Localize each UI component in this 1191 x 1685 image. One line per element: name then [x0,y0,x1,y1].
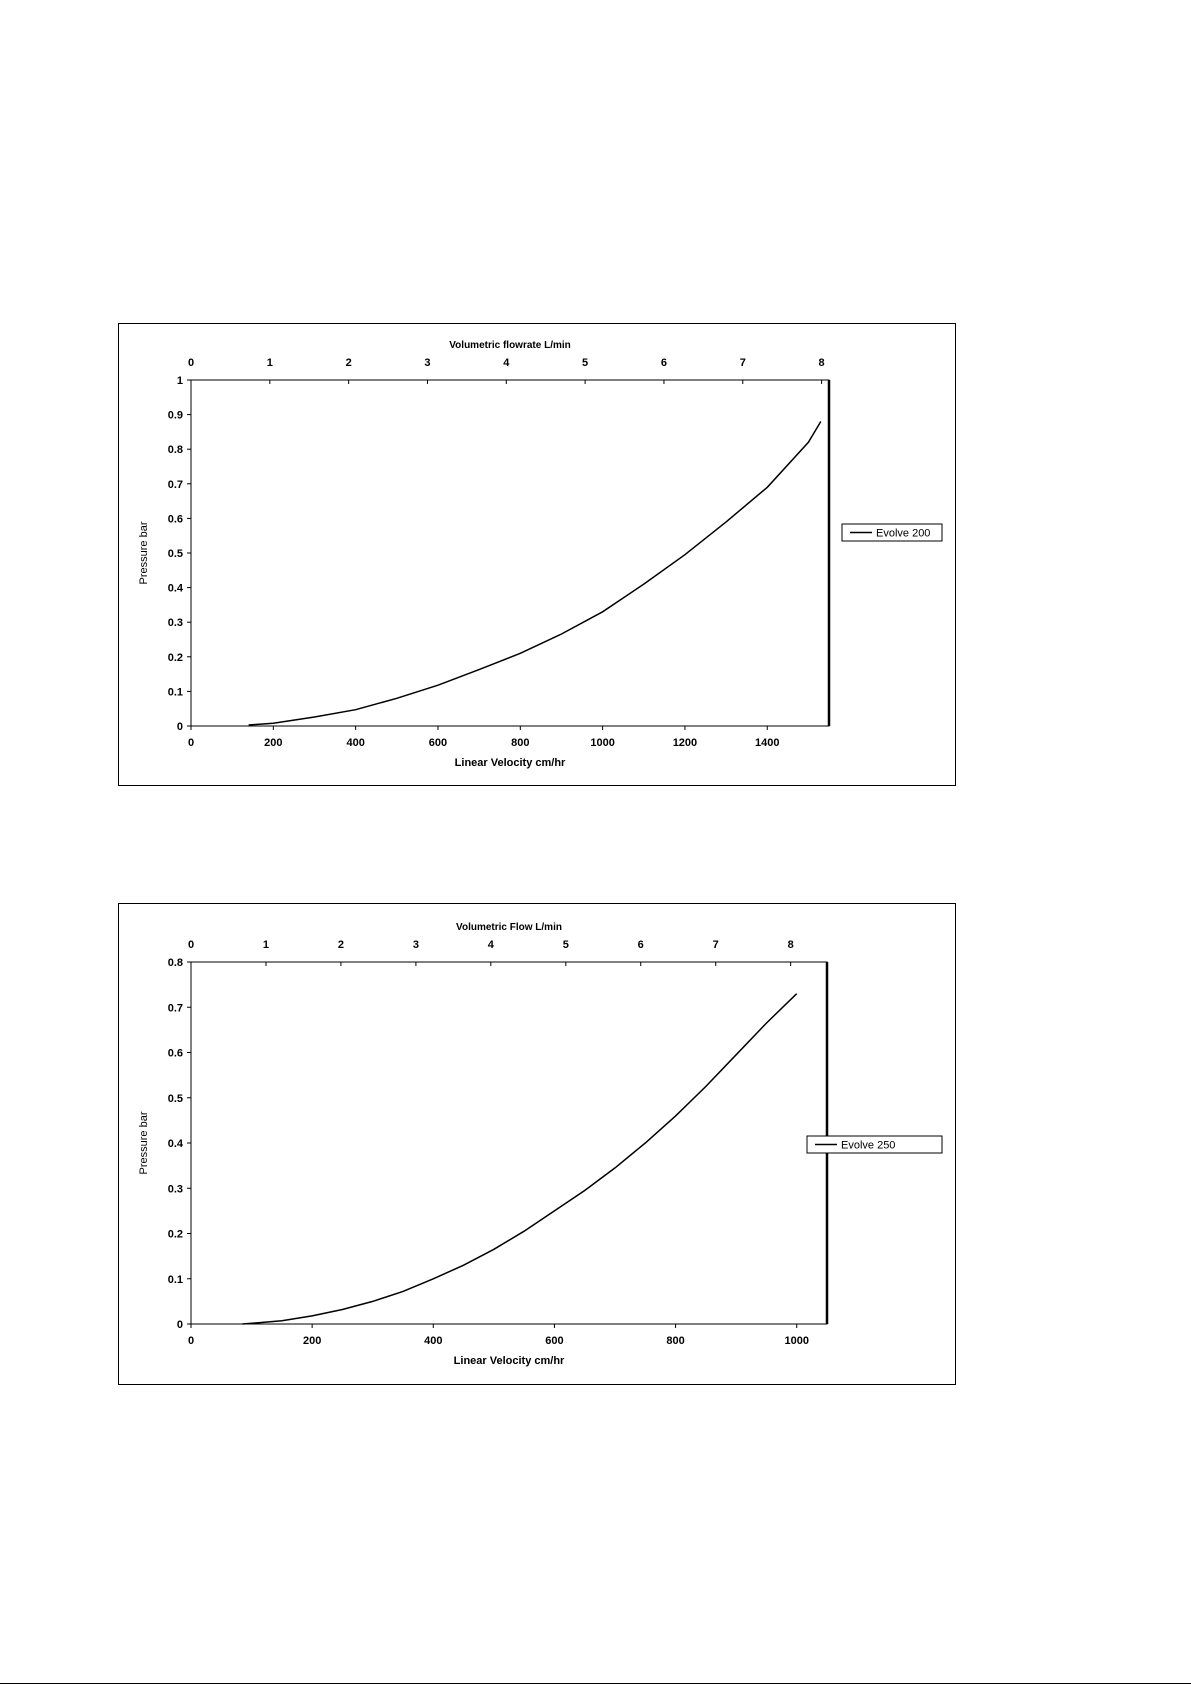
y-tick-label: 0.7 [168,1002,183,1014]
x2-tick-label: 2 [346,357,352,369]
y-tick-label: 0.5 [168,548,183,560]
x-tick-label: 1000 [784,1335,808,1347]
x2-tick-label: 1 [263,939,269,951]
x-tick-label: 400 [424,1335,442,1347]
y-tick-label: 0.2 [168,652,183,664]
x2-tick-label: 4 [488,939,495,951]
x2-tick-label: 2 [338,939,344,951]
y-tick-label: 0 [177,1319,183,1331]
x2-tick-label: 5 [582,357,588,369]
plot-area [190,961,828,1325]
x2-tick-label: 7 [713,939,719,951]
legend-label: Evolve 200 [876,528,930,540]
x-axis-title: Linear Velocity cm/hr [455,757,566,769]
x-tick-label: 800 [511,737,529,749]
y-tick-label: 0.9 [168,410,183,422]
x2-axis-title: Volumetric flowrate L/min [449,340,571,351]
y-tick-label: 0.7 [168,479,183,491]
series-line [242,993,798,1325]
chart-evolve-250-svg: 0 200 400 600 800 1000 0 1 2 3 4 5 6 7 8 0 0.1 0.2 0.3 0.4 0… [138,922,943,1367]
x-tick-label: 800 [666,1335,684,1347]
x-tick-label: 200 [264,737,282,749]
legend-label: Evolve 250 [841,1140,895,1152]
x-tick-label: 600 [429,737,447,749]
series-line [248,421,822,726]
x-tick-label: 1000 [590,737,614,749]
y-tick-label: 0.1 [168,1274,183,1286]
y-tick-label: 0.1 [168,686,183,698]
x2-tick-label: 0 [188,939,194,951]
x-tick-label: 600 [545,1335,563,1347]
x-tick-label: 0 [188,1335,194,1347]
x-tick-label: 400 [346,737,364,749]
y-tick-label: 0.4 [168,1138,184,1150]
legend-box [806,1135,943,1154]
x-tick-label: 0 [188,737,194,749]
y-tick-label: 0.3 [168,1183,183,1195]
legend-box [841,523,943,542]
x2-tick-label: 8 [788,939,794,951]
chart-evolve-200: 0 200 400 600 800 1000 1200 1400 0 1 2 3 4 5 6 7 8 0 0.1 0.… [118,323,956,786]
y-tick-label: 0.2 [168,1229,183,1241]
y-tick-label: 1 [177,375,183,387]
x-axis-title: Linear Velocity cm/hr [454,1355,565,1367]
y-tick-label: 0.6 [168,513,183,525]
x2-tick-label: 3 [424,357,430,369]
chart-evolve-250: 0 200 400 600 800 1000 0 1 2 3 4 5 6 7 8 0 0.1 0.2 0.3 0.4 0… [118,903,956,1385]
x2-tick-label: 6 [661,357,667,369]
x2-tick-label: 3 [413,939,419,951]
y-axis-title: Pressure bar [138,1111,150,1174]
x2-tick-label: 1 [267,357,273,369]
x-tick-label: 200 [303,1335,321,1347]
x2-tick-label: 5 [563,939,569,951]
y-tick-label: 0.8 [168,444,183,456]
x2-tick-label: 6 [638,939,644,951]
page-bottom-rule [0,1683,1191,1684]
x-tick-label: 1200 [673,737,697,749]
x-tick-label: 1400 [755,737,779,749]
y-tick-label: 0.4 [168,583,184,595]
x2-axis-title: Volumetric Flow L/min [456,922,562,933]
x2-tick-label: 0 [188,357,194,369]
y-axis-title: Pressure bar [138,521,150,584]
y-tick-label: 0.6 [168,1048,183,1060]
x2-tick-label: 4 [503,357,510,369]
y-tick-label: 0.5 [168,1093,183,1105]
x2-tick-label: 7 [740,357,746,369]
y-tick-label: 0 [177,721,183,733]
plot-area [190,379,830,727]
y-tick-label: 0.3 [168,617,183,629]
y-tick-label: 0.8 [168,957,183,969]
x2-tick-label: 8 [819,357,825,369]
